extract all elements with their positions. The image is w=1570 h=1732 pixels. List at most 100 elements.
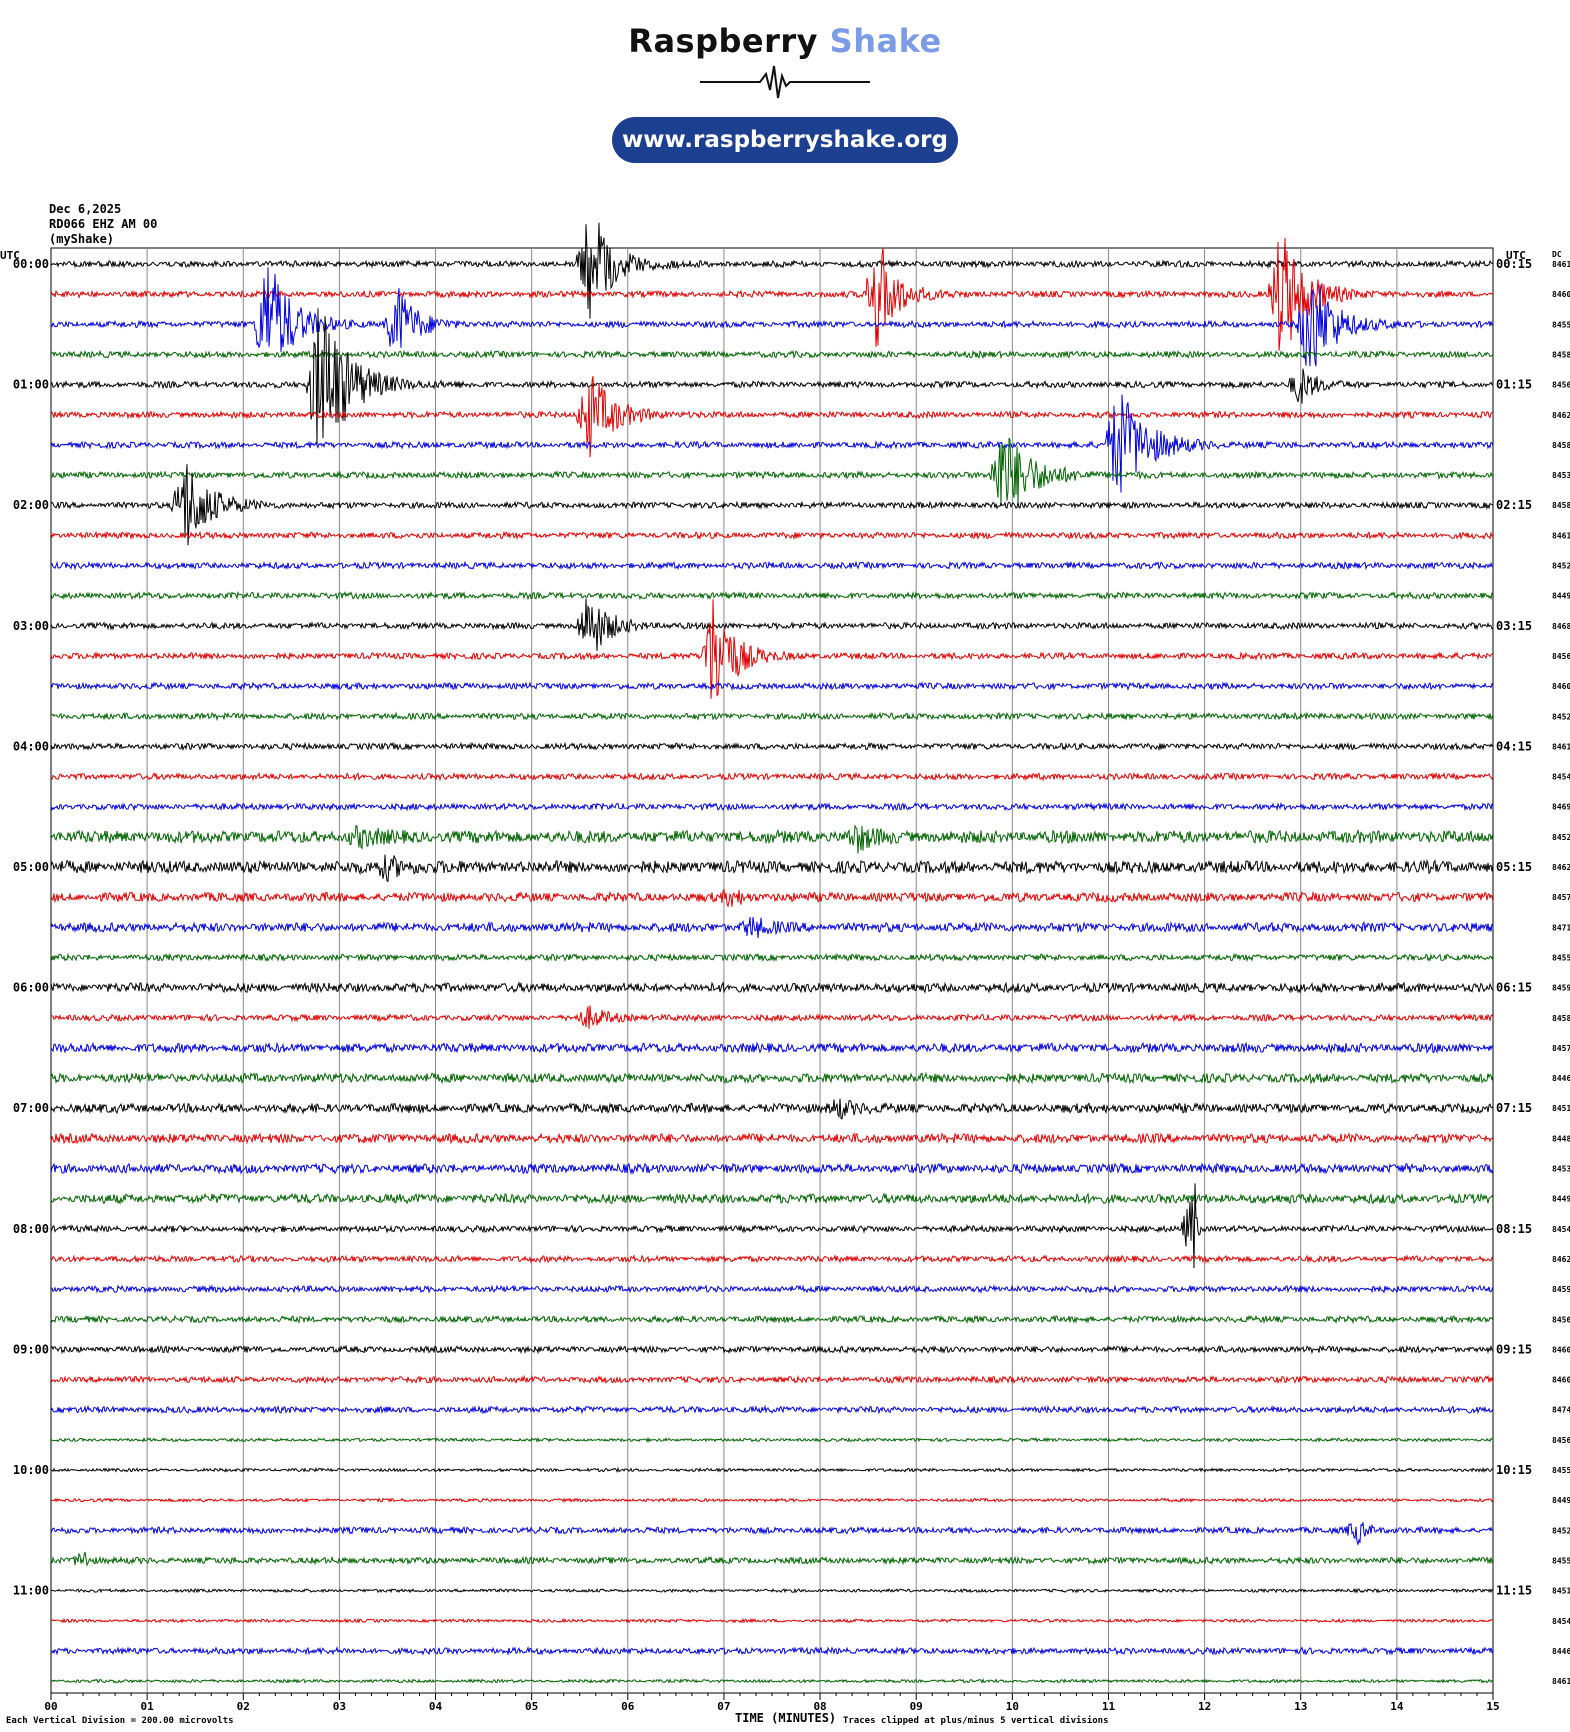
dc-offset-label: 8458 bbox=[1552, 1014, 1570, 1023]
dc-offset-label: 8449 bbox=[1552, 592, 1570, 601]
x-tick-label: 08 bbox=[813, 1700, 826, 1713]
dc-offset-label: 8455 bbox=[1552, 1466, 1570, 1475]
hour-label-left: 00:00 bbox=[13, 257, 49, 271]
trace-line bbox=[50, 1404, 1494, 1415]
dc-offset-label: 8457 bbox=[1552, 893, 1570, 902]
trace-line bbox=[50, 599, 1494, 699]
x-tick-label: 04 bbox=[429, 1700, 443, 1713]
brand-name-part1: Raspberry bbox=[628, 22, 819, 60]
x-tick-label: 03 bbox=[333, 1700, 346, 1713]
dc-offset-label: 8461 bbox=[1552, 1677, 1570, 1686]
x-tick-label: 12 bbox=[1198, 1700, 1211, 1713]
trace-line bbox=[50, 1071, 1494, 1085]
dc-offset-label: 8455 bbox=[1552, 320, 1570, 329]
trace-line bbox=[50, 464, 1494, 546]
trace-line bbox=[50, 741, 1494, 752]
trace-line bbox=[50, 376, 1494, 458]
trace-line bbox=[50, 237, 1494, 351]
dc-offset-label: 8452 bbox=[1552, 712, 1570, 721]
dc-offset-label: 8455 bbox=[1552, 1556, 1570, 1565]
dc-offset-label: 8448 bbox=[1552, 1134, 1570, 1143]
dc-offset-label: 8456 bbox=[1552, 652, 1570, 661]
x-tick-label: 06 bbox=[621, 1700, 635, 1713]
dc-offset-label: 8456 bbox=[1552, 381, 1570, 390]
trace-line bbox=[50, 888, 1494, 908]
trace-line bbox=[50, 1344, 1494, 1355]
x-tick-label: 15 bbox=[1486, 1700, 1499, 1713]
dc-offset-label: 8457 bbox=[1552, 1044, 1570, 1053]
trace-line bbox=[51, 1466, 1494, 1473]
trace-line bbox=[50, 1162, 1494, 1176]
right-unit-label: UTC bbox=[1506, 249, 1526, 262]
dc-offset-label: 8451 bbox=[1552, 1104, 1570, 1113]
x-tick-label: 09 bbox=[910, 1700, 923, 1713]
division-note: Each Vertical Division = 200.00 microvol… bbox=[6, 1716, 234, 1726]
trace-line bbox=[50, 711, 1494, 722]
brand-logo: Raspberry Shake bbox=[0, 22, 1570, 60]
trace-line bbox=[50, 1041, 1494, 1055]
dc-offset-label: 8458 bbox=[1552, 501, 1570, 510]
dc-offset-label: 8453 bbox=[1552, 1165, 1570, 1174]
trace-line bbox=[50, 801, 1494, 812]
trace-line bbox=[50, 349, 1494, 360]
data-source: (myShake) bbox=[49, 232, 115, 246]
hour-label-right: 08:15 bbox=[1496, 1222, 1532, 1236]
hour-label-left: 07:00 bbox=[13, 1101, 49, 1115]
clip-note: Traces clipped at plus/minus 5 vertical … bbox=[843, 1716, 1109, 1726]
dc-offset-label: 8458 bbox=[1552, 350, 1570, 359]
trace-line bbox=[50, 1192, 1494, 1206]
trace-line bbox=[50, 1314, 1494, 1325]
hour-label-right: 11:15 bbox=[1496, 1584, 1532, 1598]
trace-line bbox=[50, 1522, 1494, 1546]
dc-offset-label: 8456 bbox=[1552, 1315, 1570, 1324]
plot-frame bbox=[50, 247, 1494, 1694]
trace-line bbox=[50, 681, 1494, 692]
hour-label-right: 04:15 bbox=[1496, 739, 1532, 753]
dc-offset-label: 8461 bbox=[1552, 742, 1570, 751]
trace-line bbox=[50, 1587, 1494, 1594]
hour-label-right: 06:15 bbox=[1496, 981, 1532, 995]
trace-line bbox=[50, 590, 1494, 601]
hour-label-left: 10:00 bbox=[13, 1463, 49, 1477]
hour-label-right: 05:15 bbox=[1496, 860, 1532, 874]
trace-line bbox=[50, 1098, 1494, 1120]
dc-offset-label: 8471 bbox=[1552, 923, 1570, 932]
trace-line bbox=[50, 1646, 1494, 1656]
dc-offset-label: 8462 bbox=[1552, 1255, 1570, 1264]
dc-offset-label: 8458 bbox=[1552, 441, 1570, 450]
x-tick-label: 13 bbox=[1294, 1700, 1307, 1713]
trace-line bbox=[50, 1254, 1494, 1264]
trace-line bbox=[50, 771, 1494, 782]
trace-line bbox=[50, 854, 1494, 883]
hour-label-left: 08:00 bbox=[13, 1222, 49, 1236]
hour-label-left: 04:00 bbox=[13, 739, 49, 753]
trace-line bbox=[50, 1436, 1494, 1443]
trace-line bbox=[50, 1374, 1494, 1385]
hour-label-right: 10:15 bbox=[1496, 1463, 1532, 1477]
website-link[interactable]: www.raspberryshake.org bbox=[612, 117, 958, 163]
dc-offset-label: 8453 bbox=[1552, 471, 1570, 480]
x-tick-label: 07 bbox=[717, 1700, 730, 1713]
dc-offset-label: 8474 bbox=[1552, 1406, 1570, 1415]
trace-line bbox=[50, 916, 1494, 939]
dc-offset-label: 8460 bbox=[1552, 1376, 1570, 1385]
trace-line bbox=[50, 824, 1494, 854]
trace-line bbox=[50, 1183, 1494, 1269]
seismic-wave-icon bbox=[700, 65, 870, 99]
hour-label-left: 06:00 bbox=[13, 981, 49, 995]
x-axis-label: TIME (MINUTES) bbox=[735, 1711, 837, 1725]
trace-line bbox=[50, 1677, 1494, 1684]
trace-line bbox=[50, 1497, 1494, 1503]
dc-offset-label: 8459 bbox=[1552, 984, 1570, 993]
hour-label-right: 00:15 bbox=[1496, 257, 1532, 271]
x-tick-label: 01 bbox=[141, 1700, 155, 1713]
trace-line bbox=[50, 560, 1494, 571]
hour-label-right: 01:15 bbox=[1496, 378, 1532, 392]
hour-label-left: 09:00 bbox=[13, 1342, 49, 1356]
dc-offset-label: 8452 bbox=[1552, 562, 1570, 571]
dc-offset-label: 8446 bbox=[1552, 1074, 1570, 1083]
trace-line bbox=[50, 1131, 1494, 1145]
trace-line bbox=[50, 267, 1494, 367]
dc-offset-label: 8460 bbox=[1552, 1345, 1570, 1354]
